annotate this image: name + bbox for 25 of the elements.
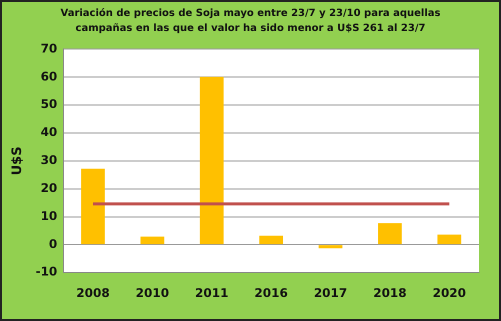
x-tick-label: 2020 — [432, 286, 466, 300]
y-tick-label: 20 — [40, 180, 58, 195]
y-tick-label: 40 — [40, 125, 58, 140]
x-tick-label: 2016 — [254, 286, 288, 300]
chart-title: Variación de precios de Soja mayo entre 23/7 y 23/10 para aquellas campañas en las que el valor ha sido menor a U$S 261 al 23/7 — [60, 7, 442, 36]
bar — [200, 76, 224, 244]
y-tick-label: 0 — [48, 236, 58, 251]
y-tick-label: 10 — [40, 208, 58, 223]
y-tick-label: -10 — [36, 264, 58, 279]
bar — [81, 168, 105, 244]
bar — [140, 236, 164, 244]
y-axis-title: U$S — [10, 146, 26, 176]
bar — [318, 245, 342, 248]
y-tick-label: 70 — [40, 41, 58, 56]
x-tick-label: 2017 — [314, 286, 348, 300]
x-tick-label: 2018 — [373, 286, 407, 300]
y-tick-label: 60 — [40, 69, 58, 84]
x-tick-label: 2008 — [76, 286, 110, 300]
y-tick-label: 30 — [40, 153, 58, 168]
bar — [378, 223, 402, 244]
bar — [259, 236, 284, 244]
y-tick-label: 50 — [40, 97, 58, 112]
x-tick-label: 2010 — [136, 286, 170, 300]
bar — [437, 234, 462, 244]
x-tick-label: 2011 — [195, 286, 228, 300]
